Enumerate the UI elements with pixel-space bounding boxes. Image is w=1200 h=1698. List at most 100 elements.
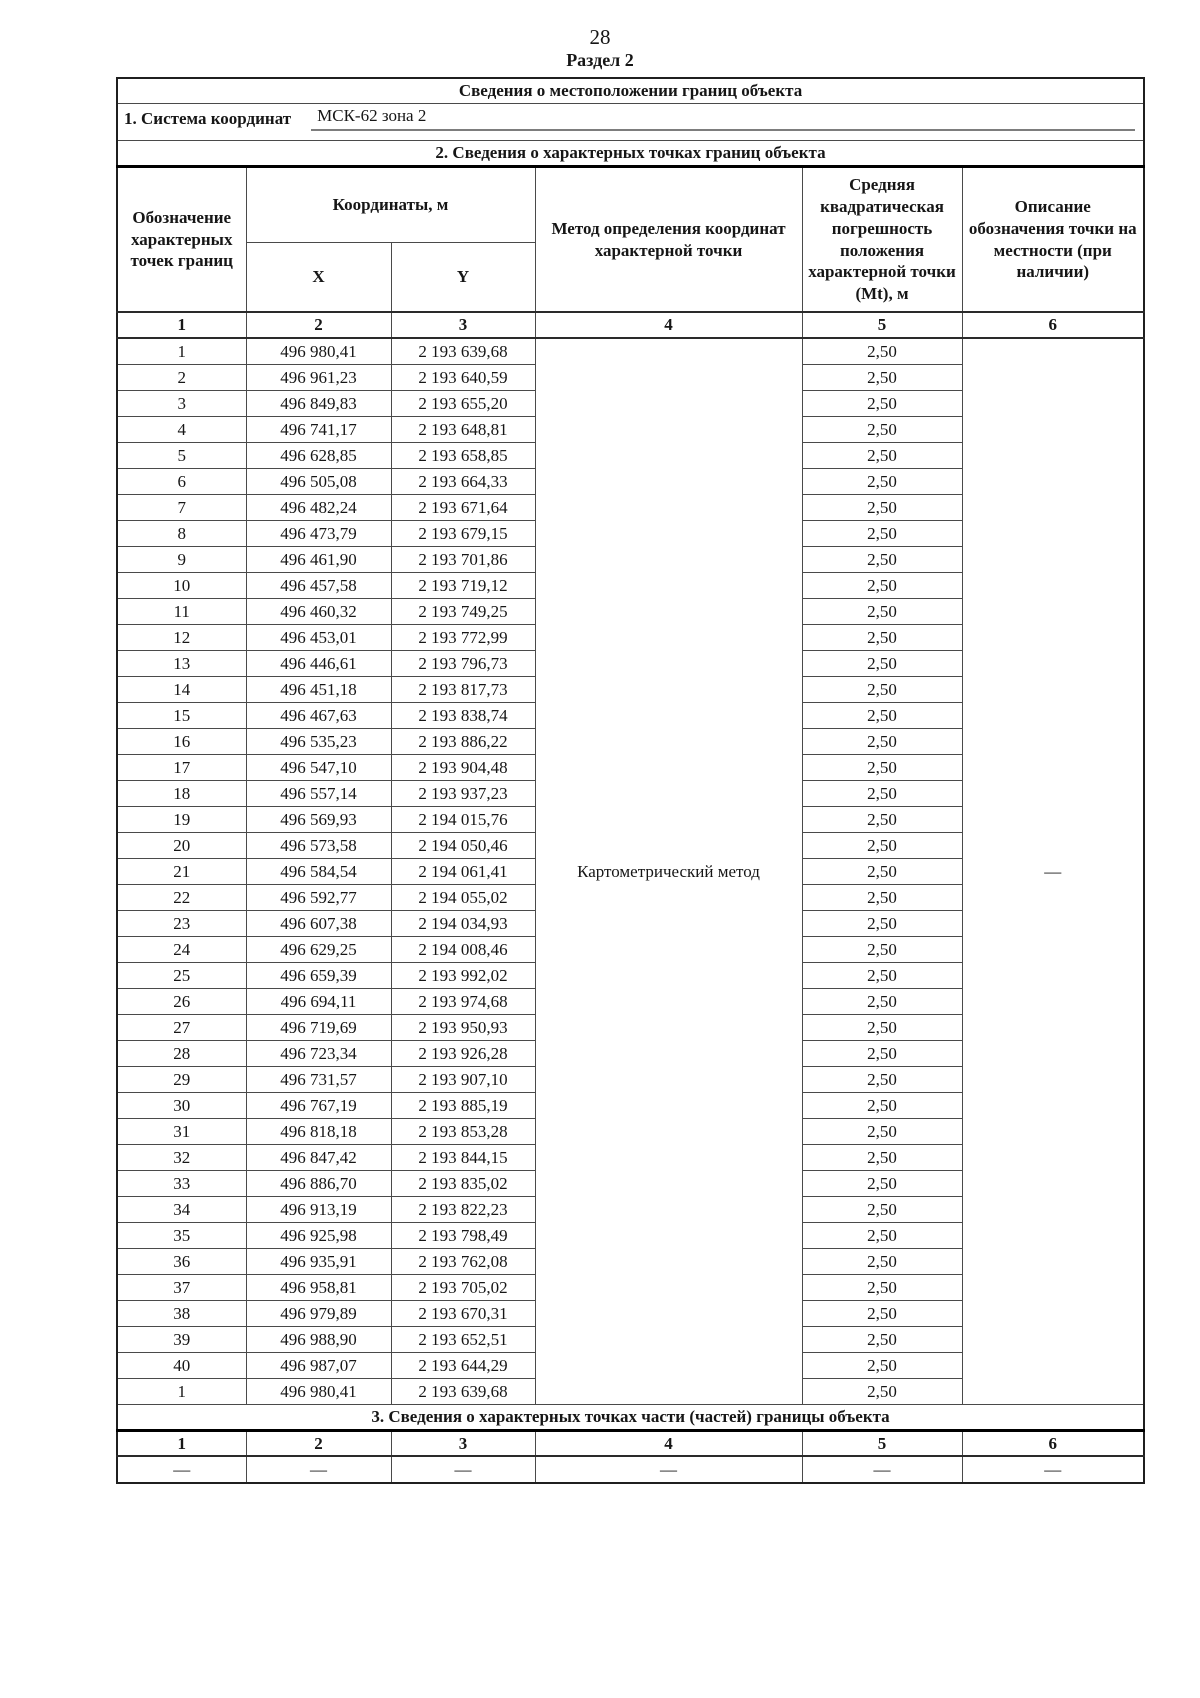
y-coordinate-cell: 2 193 885,19	[390, 1092, 536, 1120]
point-number-cell: 5	[116, 442, 247, 470]
table-row: 31 496 818,18 2 193 853,28 2,50	[116, 1118, 1144, 1146]
method-cell: Картометрический метод	[534, 337, 803, 1406]
point-number-cell: 22	[116, 884, 247, 912]
point-number-cell: 19	[116, 806, 247, 834]
table-row: 15 496 467,63 2 193 838,74 2,50	[116, 702, 1144, 730]
table-row: 18 496 557,14 2 193 937,23 2,50	[116, 780, 1144, 808]
point-number-cell: 30	[116, 1092, 247, 1120]
mt-cell: 2,50	[801, 676, 963, 704]
x-coordinate-cell: 496 535,23	[245, 728, 392, 756]
x-coordinate-cell: 496 723,34	[245, 1040, 392, 1068]
mt-cell: 2,50	[801, 702, 963, 730]
column-number: 1	[116, 1429, 247, 1458]
table-row: 1 496 980,41 2 193 639,68 2,50	[116, 1378, 1144, 1406]
mt-cell: 2,50	[801, 546, 963, 574]
x-coordinate-cell: 496 958,81	[245, 1274, 392, 1302]
mt-cell: 2,50	[801, 1014, 963, 1042]
point-number-cell: 34	[116, 1196, 247, 1224]
point-number-cell: 6	[116, 468, 247, 496]
table-top-section: Сведения о местоположении границ объекта…	[116, 77, 1145, 340]
header-row-1: Обозначение характерных точек границ Коо…	[116, 165, 1145, 313]
header-coordinates-group: Координаты, м	[245, 165, 536, 243]
x-coordinate-cell: 496 592,77	[245, 884, 392, 912]
table-row: 1 496 980,41 2 193 639,68 Картометрический …	[116, 337, 1145, 1406]
x-coordinate-cell: 496 629,25	[245, 936, 392, 964]
y-coordinate-cell: 2 193 655,20	[390, 390, 536, 418]
table-row: 8 496 473,79 2 193 679,15 2,50	[116, 520, 1144, 548]
point-number-cell: 26	[116, 988, 247, 1016]
mt-cell: 2,50	[801, 962, 963, 990]
column-number: 2	[245, 311, 392, 340]
y-coordinate-cell: 2 193 796,73	[390, 650, 536, 678]
column-number: 3	[390, 311, 536, 340]
column-number: 4	[534, 311, 803, 340]
x-coordinate-cell: 496 731,57	[245, 1066, 392, 1094]
x-coordinate-cell: 496 719,69	[245, 1014, 392, 1042]
mt-cell: 2,50	[801, 858, 963, 886]
column-number: 3	[390, 1429, 536, 1458]
mt-cell: 2,50	[801, 728, 963, 756]
y-coordinate-cell: 2 193 844,15	[390, 1144, 536, 1172]
mt-cell: 2,50	[801, 390, 963, 418]
table-row: 36 496 935,91 2 193 762,08 2,50	[116, 1248, 1144, 1276]
mt-cell: 2,50	[801, 1066, 963, 1094]
column-number: 2	[245, 1429, 392, 1458]
description-cell: —	[961, 337, 1145, 1406]
table-row: 13 496 446,61 2 193 796,73 2,50	[116, 650, 1144, 678]
point-number-cell: 35	[116, 1222, 247, 1250]
y-coordinate-cell: 2 193 835,02	[390, 1170, 536, 1198]
y-coordinate-cell: 2 193 679,15	[390, 520, 536, 548]
point-number-cell: 23	[116, 910, 247, 938]
column-number: 4	[534, 1429, 803, 1458]
point-number-cell: 40	[116, 1352, 247, 1380]
mt-cell: 2,50	[801, 468, 963, 496]
mt-cell: 2,50	[801, 884, 963, 912]
mt-cell: 2,50	[801, 1092, 963, 1120]
mt-cell: 2,50	[801, 780, 963, 808]
point-number-cell: 7	[116, 494, 247, 522]
table-row: 30 496 767,19 2 193 885,19 2,50	[116, 1092, 1144, 1120]
y-coordinate-cell: 2 193 705,02	[390, 1274, 536, 1302]
point-number-cell: 31	[116, 1118, 247, 1146]
point-number-cell: 1	[116, 337, 247, 366]
mt-cell: 2,50	[801, 416, 963, 444]
y-coordinate-cell: 2 193 762,08	[390, 1248, 536, 1276]
point-number-cell: 29	[116, 1066, 247, 1094]
table-row: 17 496 547,10 2 193 904,48 2,50	[116, 754, 1144, 782]
table-row: 35 496 925,98 2 193 798,49 2,50	[116, 1222, 1144, 1250]
mt-cell: 2,50	[801, 1300, 963, 1328]
table-row: 23 496 607,38 2 194 034,93 2,50	[116, 910, 1144, 938]
x-coordinate-cell: 496 607,38	[245, 910, 392, 938]
y-coordinate-cell: 2 194 008,46	[390, 936, 536, 964]
boundary-points-table: Сведения о местоположении границ объекта…	[116, 76, 1146, 1485]
mt-cell: 2,50	[801, 910, 963, 938]
x-coordinate-cell: 496 457,58	[245, 572, 392, 600]
point-number-cell: 39	[116, 1326, 247, 1354]
x-coordinate-cell: 496 961,23	[245, 364, 392, 392]
y-coordinate-cell: 2 193 853,28	[390, 1118, 536, 1146]
empty-dash: —	[245, 1455, 392, 1484]
y-coordinate-cell: 2 193 886,22	[390, 728, 536, 756]
table-row: 6 496 505,08 2 193 664,33 2,50	[116, 468, 1144, 496]
section2-title: 2. Сведения о характерных точках границ …	[116, 139, 1145, 168]
y-coordinate-cell: 2 193 950,93	[390, 1014, 536, 1042]
y-coordinate-cell: 2 193 926,28	[390, 1040, 536, 1068]
point-number-cell: 38	[116, 1300, 247, 1328]
mt-cell: 2,50	[801, 520, 963, 548]
y-coordinate-cell: 2 193 817,73	[390, 676, 536, 704]
y-coordinate-cell: 2 193 640,59	[390, 364, 536, 392]
x-coordinate-cell: 496 505,08	[245, 468, 392, 496]
point-number-cell: 27	[116, 1014, 247, 1042]
x-coordinate-cell: 496 935,91	[245, 1248, 392, 1276]
mt-cell: 2,50	[801, 806, 963, 834]
table-row: 38 496 979,89 2 193 670,31 2,50	[116, 1300, 1144, 1328]
x-coordinate-cell: 496 741,17	[245, 416, 392, 444]
table-row: 9 496 461,90 2 193 701,86 2,50	[116, 546, 1144, 574]
x-coordinate-cell: 496 446,61	[245, 650, 392, 678]
point-number-cell: 9	[116, 546, 247, 574]
mt-cell: 2,50	[801, 1274, 963, 1302]
table-row: 25 496 659,39 2 193 992,02 2,50	[116, 962, 1144, 990]
y-coordinate-cell: 2 193 838,74	[390, 702, 536, 730]
empty-dash: —	[801, 1455, 963, 1484]
y-coordinate-cell: 2 193 798,49	[390, 1222, 536, 1250]
